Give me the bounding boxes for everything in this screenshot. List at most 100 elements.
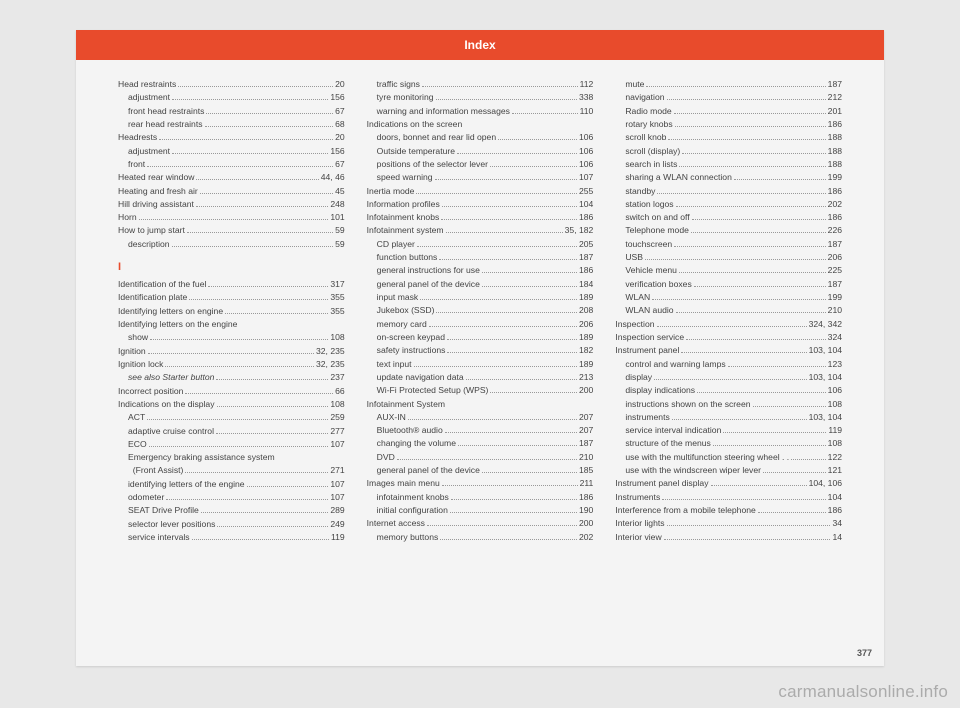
index-entry-page: 20 — [335, 131, 345, 144]
index-entry-page: 259 — [330, 411, 344, 424]
index-entry-label: Emergency braking assistance system — [118, 451, 275, 464]
index-entry-label: WLAN audio — [615, 304, 673, 317]
index-entry: text input189 — [367, 358, 594, 371]
index-entry-page: 68 — [335, 118, 345, 131]
leader-dots — [676, 206, 826, 207]
index-entry-label: identifying letters of the engine — [118, 478, 245, 491]
index-entry: instruments103, 104 — [615, 411, 842, 424]
leader-dots — [645, 259, 826, 260]
index-entry: Incorrect position66 — [118, 385, 345, 398]
index-column-2: traffic signs112tyre monitoring338warnin… — [367, 78, 594, 544]
index-column-1: Head restraints20adjustment156front head… — [118, 78, 345, 544]
index-entry: display indications106 — [615, 384, 842, 397]
leader-dots — [679, 166, 825, 167]
index-entry: Internet access200 — [367, 517, 594, 530]
index-entry-label: changing the volume — [367, 437, 456, 450]
leader-dots — [686, 339, 826, 340]
index-entry-page: 186 — [579, 211, 593, 224]
index-entry-label: scroll (display) — [615, 145, 680, 158]
leader-dots — [450, 512, 577, 513]
index-entry: Telephone mode226 — [615, 224, 842, 237]
index-entry-page: 106 — [828, 384, 842, 397]
index-entry-label: Instrument panel display — [615, 477, 708, 490]
index-entry: Head restraints20 — [118, 78, 345, 91]
manual-page: Index Head restraints20adjustment156fron… — [76, 30, 884, 666]
index-entry-page: 226 — [828, 224, 842, 237]
index-entry: WLAN199 — [615, 291, 842, 304]
index-entry: mute187 — [615, 78, 842, 91]
leader-dots — [217, 526, 328, 527]
leader-dots — [172, 246, 334, 247]
leader-dots — [408, 419, 577, 420]
index-entry-page: 106 — [579, 131, 593, 144]
leader-dots — [196, 206, 328, 207]
leader-dots — [668, 139, 825, 140]
index-entry-page: 187 — [579, 251, 593, 264]
index-entry: speed warning107 — [367, 171, 594, 184]
index-entry-page: 185 — [579, 464, 593, 477]
index-entry-page: 108 — [828, 437, 842, 450]
index-entry-label: Images main menu — [367, 477, 440, 490]
index-entry-label: ACT — [118, 411, 145, 424]
leader-dots — [216, 379, 328, 380]
index-entry: verification boxes187 — [615, 278, 842, 291]
index-entry: doors, bonnet and rear lid open106 — [367, 131, 594, 144]
index-entry: SEAT Drive Profile289 — [118, 504, 345, 517]
leader-dots — [216, 433, 328, 434]
index-entry: structure of the menus108 — [615, 437, 842, 450]
index-entry-label: rotary knobs — [615, 118, 672, 131]
leader-dots — [512, 113, 578, 114]
leader-dots — [147, 419, 328, 420]
index-entry-label: Outside temperature — [367, 145, 455, 158]
index-entry-page: 317 — [330, 278, 344, 291]
index-entry-label: Identifying letters on the engine — [118, 318, 237, 331]
index-entry-page: 106 — [579, 158, 593, 171]
leader-dots — [416, 193, 577, 194]
index-entry-label: traffic signs — [367, 78, 420, 91]
index-entry: Infotainment system35, 182 — [367, 224, 594, 237]
index-entry: Horn101 — [118, 211, 345, 224]
leader-dots — [225, 313, 328, 314]
index-entry: Vehicle menu225 — [615, 264, 842, 277]
index-entry: Emergency braking assistance system — [118, 451, 345, 464]
leader-dots — [429, 326, 577, 327]
index-entry-page: 103, 104 — [809, 344, 842, 357]
leader-dots — [420, 299, 577, 300]
leader-dots — [205, 126, 334, 127]
index-entry-label: description — [118, 238, 170, 251]
index-entry: use with the multifunction steering whee… — [615, 451, 842, 464]
index-entry: (Front Assist)271 — [118, 464, 345, 477]
index-entry-label: Identification plate — [118, 291, 187, 304]
index-entry-label: How to jump start — [118, 224, 185, 237]
index-entry: Identification plate 355 — [118, 291, 345, 304]
index-entry: USB206 — [615, 251, 842, 264]
index-entry-page: 186 — [828, 185, 842, 198]
index-entry: Headrests20 — [118, 131, 345, 144]
leader-dots — [447, 352, 577, 353]
index-entry-page: 186 — [828, 504, 842, 517]
leader-dots — [662, 499, 825, 500]
index-entry: front67 — [118, 158, 345, 171]
index-entry-label: text input — [367, 358, 412, 371]
index-entry-page: 101 — [330, 211, 344, 224]
index-entry-page: 338 — [579, 91, 593, 104]
index-entry: Information profiles104 — [367, 198, 594, 211]
index-entry-page: 59 — [335, 224, 345, 237]
index-entry-label: Identifying letters on engine — [118, 305, 223, 318]
index-entry-page: 59 — [335, 238, 345, 251]
leader-dots — [148, 353, 314, 354]
index-entry-page: 107 — [330, 478, 344, 491]
index-entry: changing the volume187 — [367, 437, 594, 450]
index-entry-label: service interval indication — [615, 424, 721, 437]
index-entry: search in lists188 — [615, 158, 842, 171]
index-entry-page: 67 — [335, 158, 345, 171]
index-entry-label: memory card — [367, 318, 427, 331]
index-entry: Wi-Fi Protected Setup (WPS)200 — [367, 384, 594, 397]
leader-dots — [674, 246, 826, 247]
leader-dots — [654, 379, 806, 380]
index-entry: Indications on the screen — [367, 118, 594, 131]
index-entry: safety instructions182 — [367, 344, 594, 357]
index-entry-page: 225 — [828, 264, 842, 277]
index-entry-page: 355 — [330, 291, 344, 304]
index-entry-label: see also Starter button — [118, 371, 214, 384]
